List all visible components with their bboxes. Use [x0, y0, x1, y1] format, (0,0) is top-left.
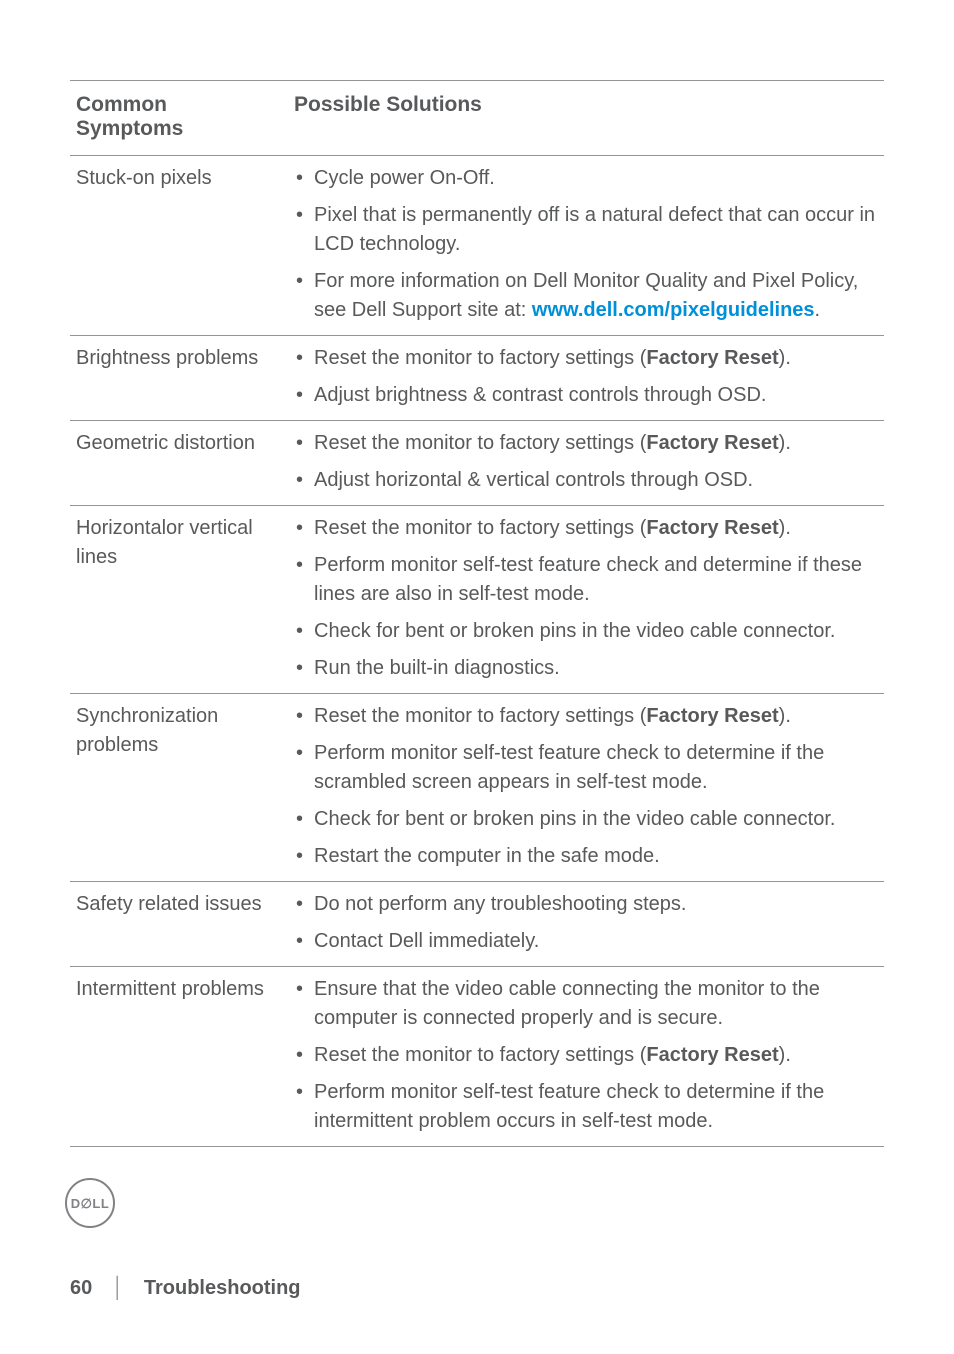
item-text: Pixel that is permanently off is a natur…: [314, 204, 875, 255]
item-text-post: ).: [779, 517, 791, 539]
solutions-list: Reset the monitor to factory settings (F…: [294, 702, 878, 871]
item-text-post: ).: [779, 705, 791, 727]
list-item: Check for bent or broken pins in the vid…: [294, 805, 878, 834]
solutions-cell: Ensure that the video cable connecting t…: [288, 967, 884, 1147]
item-text-post: ).: [779, 432, 791, 454]
solutions-list: Reset the monitor to factory settings (F…: [294, 514, 878, 683]
symptom-cell: Synchronization problems: [70, 694, 288, 882]
header-symptoms: Common Symptoms: [70, 81, 288, 156]
symptom-cell: Intermittent problems: [70, 967, 288, 1147]
item-text: Check for bent or broken pins in the vid…: [314, 808, 835, 830]
footer-divider: │: [112, 1277, 125, 1299]
item-text: Adjust brightness & contrast controls th…: [314, 384, 766, 406]
table-row: Synchronization problemsReset the monito…: [70, 694, 884, 882]
solutions-list: Reset the monitor to factory settings (F…: [294, 429, 878, 495]
solutions-cell: Do not perform any troubleshooting steps…: [288, 882, 884, 967]
item-text: Run the built-in diagnostics.: [314, 657, 560, 679]
table-row: Intermittent problems Ensure that the vid…: [70, 967, 884, 1147]
list-item: Ensure that the video cable connecting t…: [294, 975, 878, 1033]
item-text: Reset the monitor to factory settings (: [314, 705, 646, 727]
item-text-post: ).: [779, 1044, 791, 1066]
list-item: Reset the monitor to factory settings (F…: [294, 1041, 878, 1070]
table-row: Horizontalor vertical linesReset the mon…: [70, 506, 884, 694]
list-item: Cycle power On-Off.: [294, 164, 878, 193]
item-bold: Factory Reset: [646, 347, 778, 369]
troubleshooting-table: Common Symptoms Possible Solutions Stuck…: [70, 80, 884, 1147]
list-item: Perform monitor self-test feature check …: [294, 739, 878, 797]
list-item: Run the built-in diagnostics.: [294, 654, 878, 683]
item-text: Perform monitor self-test feature check …: [314, 554, 862, 605]
list-item: Do not perform any troubleshooting steps…: [294, 890, 878, 919]
item-text: Reset the monitor to factory settings (: [314, 347, 646, 369]
list-item: Adjust horizontal & vertical controls th…: [294, 466, 878, 495]
header-symptoms-line1: Common: [76, 93, 167, 116]
list-item: Perform monitor self-test feature check …: [294, 1078, 878, 1136]
list-item: Reset the monitor to factory settings (F…: [294, 514, 878, 543]
item-text: Perform monitor self-test feature check …: [314, 1081, 824, 1132]
item-text: Check for bent or broken pins in the vid…: [314, 620, 835, 642]
table-row: Safety related issues Do not perform any …: [70, 882, 884, 967]
list-item: Restart the computer in the safe mode.: [294, 842, 878, 871]
item-text: Ensure that the video cable connecting t…: [314, 978, 820, 1029]
item-text: Perform monitor self-test feature check …: [314, 742, 824, 793]
list-item: Pixel that is permanently off is a natur…: [294, 201, 878, 259]
svg-text:D∅LL: D∅LL: [71, 1196, 110, 1211]
item-text-post: .: [815, 299, 821, 321]
header-solutions: Possible Solutions: [288, 81, 884, 156]
table-row: Geometric distortionReset the monitor to…: [70, 421, 884, 506]
item-text: Contact Dell immediately.: [314, 930, 539, 952]
solutions-list: Ensure that the video cable connecting t…: [294, 975, 878, 1136]
list-item: Perform monitor self-test feature check …: [294, 551, 878, 609]
symptom-cell: Geometric distortion: [70, 421, 288, 506]
page-footer: 60 │ Troubleshooting: [70, 1277, 301, 1300]
list-item: Contact Dell immediately.: [294, 927, 878, 956]
list-item: For more information on Dell Monitor Qua…: [294, 267, 878, 325]
item-text: Reset the monitor to factory settings (: [314, 517, 646, 539]
list-item: Check for bent or broken pins in the vid…: [294, 617, 878, 646]
item-bold: Factory Reset: [646, 1044, 778, 1066]
table-row: Brightness problemsReset the monitor to …: [70, 336, 884, 421]
dell-logo-icon: D∅LL: [62, 1175, 118, 1236]
footer-section: Troubleshooting: [144, 1277, 301, 1299]
item-text-post: ).: [779, 347, 791, 369]
item-text: Reset the monitor to factory settings (: [314, 432, 646, 454]
page-number: 60: [70, 1277, 92, 1299]
item-text: Restart the computer in the safe mode.: [314, 845, 660, 867]
list-item: Adjust brightness & contrast controls th…: [294, 381, 878, 410]
item-bold: Factory Reset: [646, 517, 778, 539]
symptom-cell: Horizontalor vertical lines: [70, 506, 288, 694]
item-bold: Factory Reset: [646, 705, 778, 727]
solutions-cell: Reset the monitor to factory settings (F…: [288, 694, 884, 882]
list-item: Reset the monitor to factory settings (F…: [294, 429, 878, 458]
solutions-cell: Reset the monitor to factory settings (F…: [288, 506, 884, 694]
symptom-cell: Safety related issues: [70, 882, 288, 967]
symptom-cell: Stuck-on pixels: [70, 156, 288, 336]
item-text: Do not perform any troubleshooting steps…: [314, 893, 686, 915]
solutions-list: Do not perform any troubleshooting steps…: [294, 890, 878, 956]
item-text: Cycle power On-Off.: [314, 167, 495, 189]
solutions-cell: Cycle power On-Off. Pixel that is permane…: [288, 156, 884, 336]
table-row: Stuck-on pixels Cycle power On-Off. Pixel …: [70, 156, 884, 336]
header-symptoms-line2: Symptoms: [76, 117, 183, 140]
solutions-cell: Reset the monitor to factory settings (F…: [288, 421, 884, 506]
item-text: Adjust horizontal & vertical controls th…: [314, 469, 753, 491]
solutions-list: Reset the monitor to factory settings (F…: [294, 344, 878, 410]
solutions-list: Cycle power On-Off. Pixel that is permane…: [294, 164, 878, 325]
item-link[interactable]: www.dell.com/pixelguidelines: [532, 299, 815, 321]
list-item: Reset the monitor to factory settings (F…: [294, 702, 878, 731]
item-bold: Factory Reset: [646, 432, 778, 454]
list-item: Reset the monitor to factory settings (F…: [294, 344, 878, 373]
solutions-cell: Reset the monitor to factory settings (F…: [288, 336, 884, 421]
symptom-cell: Brightness problems: [70, 336, 288, 421]
item-text: Reset the monitor to factory settings (: [314, 1044, 646, 1066]
